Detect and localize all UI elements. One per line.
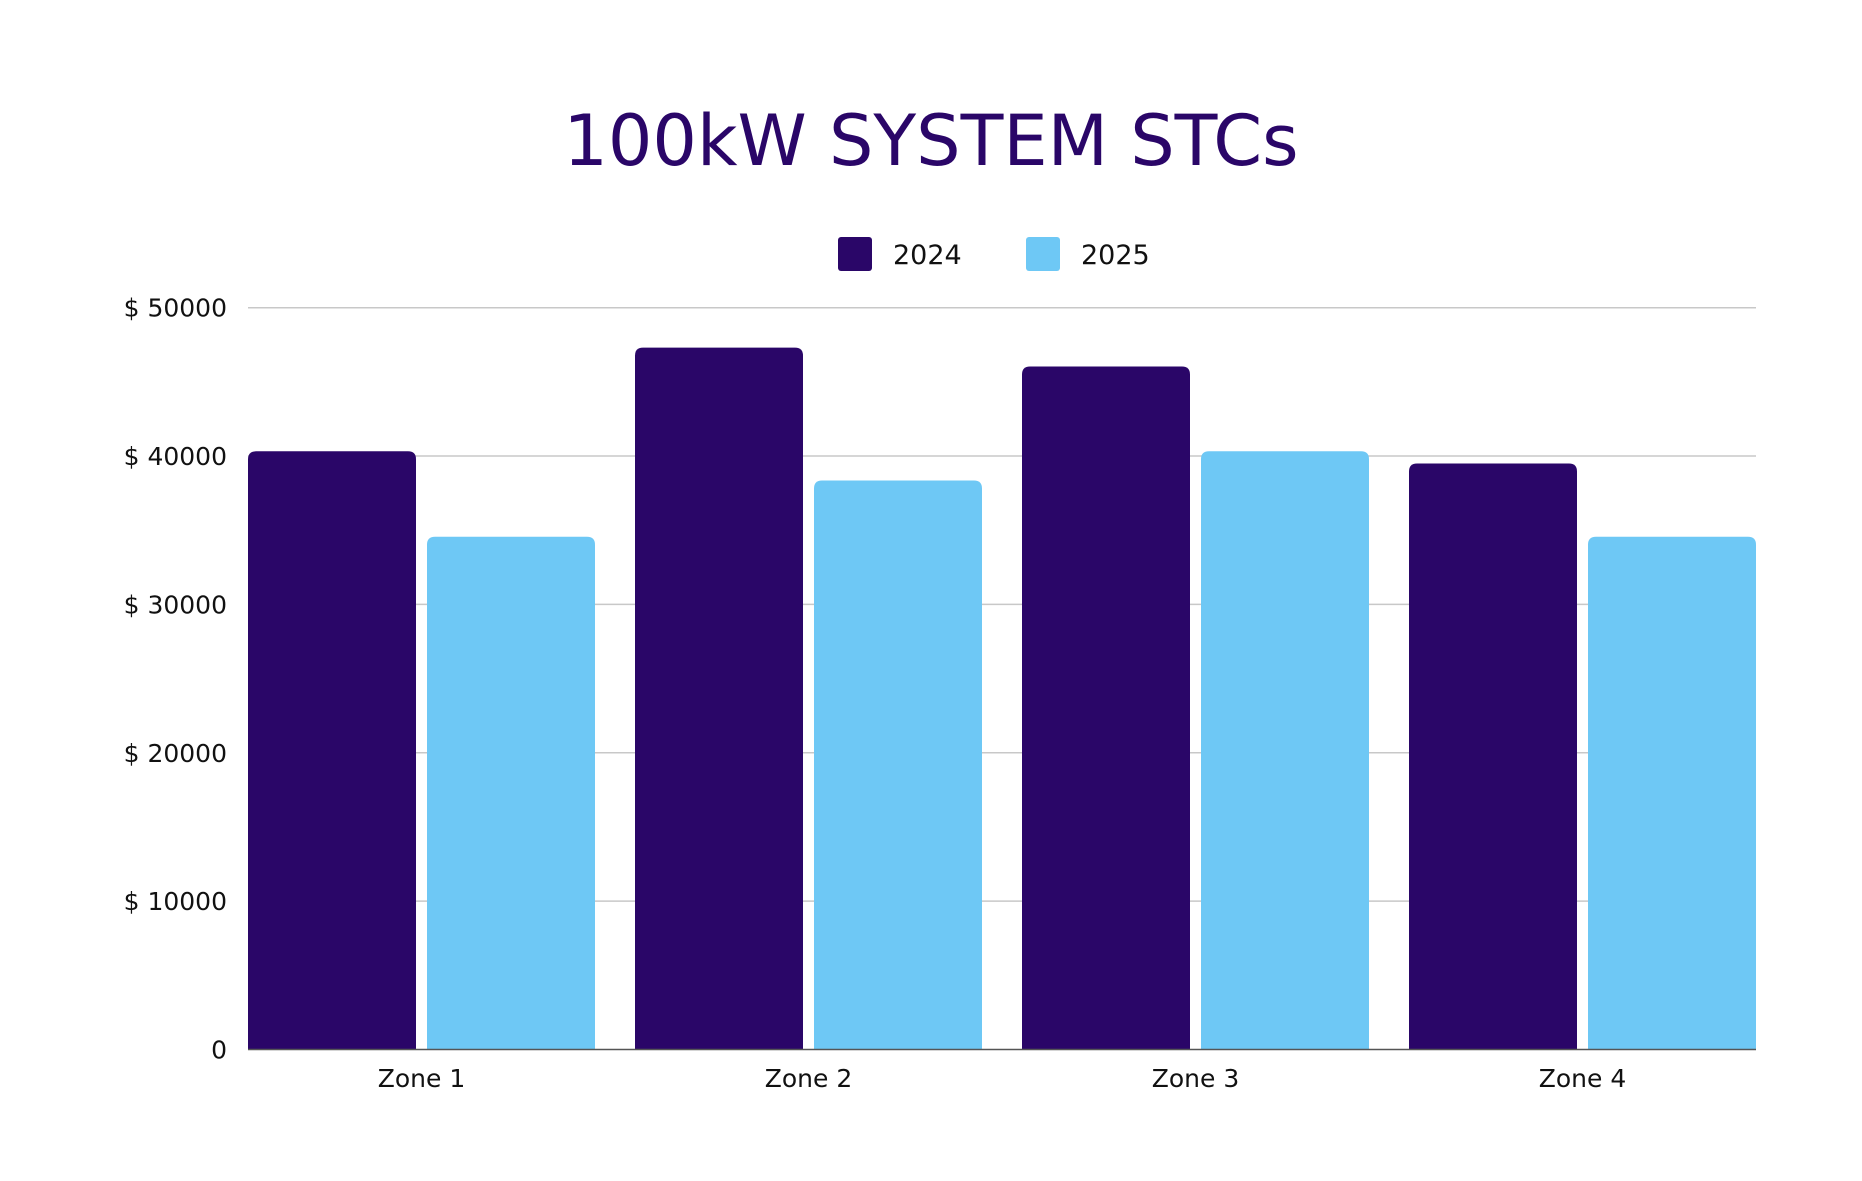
bar-2025-zone-1 [427, 536, 595, 1050]
y-tick-label: $ 40000 [124, 442, 227, 471]
bars [248, 347, 1756, 1051]
y-tick-label: $ 30000 [124, 590, 227, 619]
x-tick-label: Zone 2 [765, 1064, 853, 1093]
legend-swatch-2025 [1026, 237, 1060, 271]
bar-2024-zone-4 [1409, 463, 1577, 1050]
x-tick-label: Zone 4 [1539, 1064, 1627, 1093]
chart-title: 100kW SYSTEM STCs [563, 100, 1298, 182]
bar-2024-zone-2 [635, 347, 803, 1050]
y-tick-label: 0 [211, 1036, 227, 1065]
grid: 0 $ 10000 $ 20000 $ 30000 $ 40000 $ 50000 [124, 294, 1756, 1065]
bar-2024-zone-3 [1022, 366, 1190, 1050]
legend-label: 2024 [893, 240, 962, 271]
legend-swatch-2024 [838, 237, 872, 271]
x-tick-label: Zone 3 [1152, 1064, 1240, 1093]
x-tick-label: Zone 1 [378, 1064, 466, 1093]
y-tick-label: $ 50000 [124, 294, 227, 323]
y-tick-label: $ 20000 [124, 739, 227, 768]
bar-2024-zone-1 [248, 451, 416, 1050]
legend: 2024 2025 [838, 237, 1150, 271]
y-tick-label: $ 10000 [124, 887, 227, 916]
bar-2025-zone-4 [1588, 536, 1756, 1050]
bar-2025-zone-3 [1201, 451, 1369, 1050]
x-axis-labels: Zone 1 Zone 2 Zone 3 Zone 4 [378, 1064, 1627, 1093]
legend-label: 2025 [1081, 240, 1150, 271]
bar-2025-zone-2 [814, 480, 982, 1050]
